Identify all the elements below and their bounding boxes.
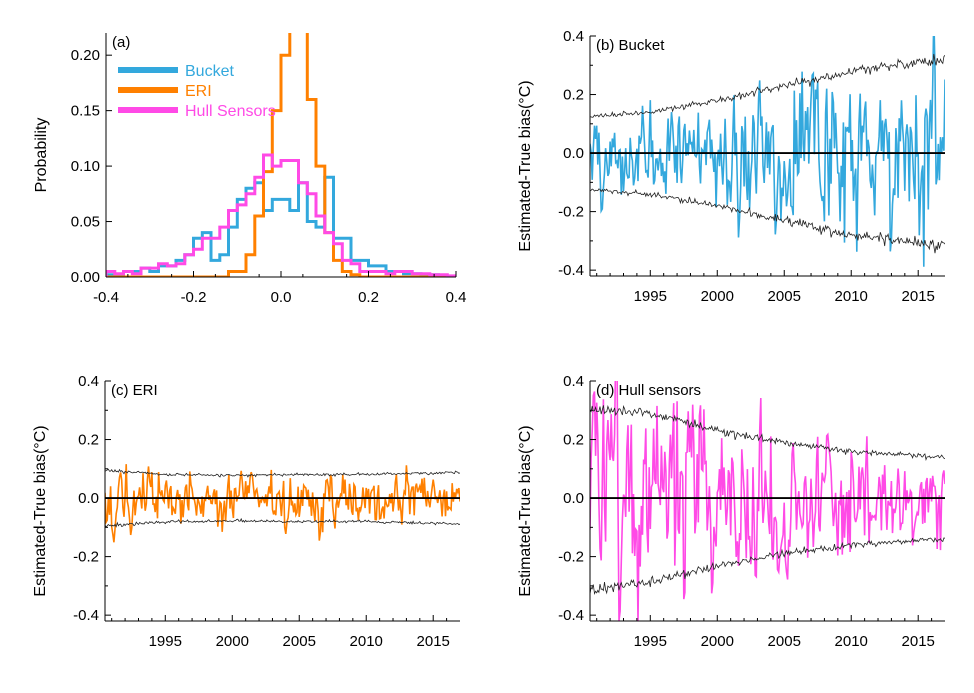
x-tick-label: 2005 [768,288,801,305]
x-tick-label: -0.4 [93,289,119,306]
panel-label: (b) Bucket [596,37,665,54]
y-tick-label: 0.0 [563,490,584,507]
panel-label: (d) Hull sensors [596,382,701,399]
histogram-bucket [106,175,456,277]
x-tick-label: 2000 [216,633,249,650]
histogram-eri [106,33,456,277]
x-tick-label: 0.2 [358,289,379,306]
y-tick-label: 0.2 [563,432,584,449]
x-tick-label: 2015 [417,633,450,650]
panel-label: (a) [112,34,130,51]
y-tick-label: 0.05 [71,214,100,231]
lower-bound-line [590,188,945,254]
y-axis-label: Probability [33,118,50,193]
y-tick-label: -0.4 [558,607,584,624]
y-tick-label: 0.00 [71,269,100,286]
y-tick-label: -0.2 [558,549,584,566]
y-axis-label: Estimated-True bias(°C) [32,425,49,596]
plot-area [590,36,945,267]
series-line [590,36,945,267]
x-tick-label: 2015 [902,633,935,650]
y-tick-label: -0.4 [73,607,99,624]
y-tick-label: 0.20 [71,47,100,64]
x-tick-label: 0.4 [446,289,467,306]
series-line [105,464,460,543]
y-tick-label: 0.2 [563,87,584,104]
y-axis-label: Estimated-True bias(°C) [517,80,534,251]
plot-area [105,464,460,543]
upper-bound-line [590,53,945,118]
x-tick-label: 0.0 [271,289,292,306]
panel-c-eri: 1995 2000 2005 2010 2015 -0.4 -0.2 0.0 0.2 0.4 (c)… [32,373,460,650]
y-tick-label: 0.4 [563,373,584,390]
panel-a-histogram: -0.4 -0.2 0.0 0.2 0.4 0.00 0.05 0.10 0.15 0.20 (a)… [33,33,467,306]
legend-label: Bucket [185,63,234,80]
panel-label: (c) ERI [111,382,158,399]
y-tick-label: 0.15 [71,103,100,120]
x-tick-label: 2015 [902,288,935,305]
y-tick-label: 0.0 [563,145,584,162]
panel-d-hull-sensors: 1995 2000 2005 2010 2015 -0.4 -0.2 0.0 0.2 0.4 (d)… [517,373,945,650]
y-tick-label: 0.4 [563,28,584,45]
x-tick-label: 2005 [283,633,316,650]
histogram-hull-sensors [106,153,456,277]
upper-bound-line [105,468,460,478]
x-tick-label: 2010 [835,288,868,305]
x-tick-label: -0.2 [181,289,207,306]
histogram-series-group [106,33,456,277]
y-tick-label: 0.10 [71,158,100,175]
y-tick-label: 0.2 [78,432,99,449]
y-tick-label: 0.0 [78,490,99,507]
x-tick-label: 1995 [634,288,667,305]
panel-b-bucket: 1995 2000 2005 2010 2015 -0.4 -0.2 0.0 0.2 0.4 (b)… [517,28,945,305]
plot-area [590,381,945,621]
y-tick-label: -0.2 [558,204,584,221]
y-axis-label: Estimated-True bias(°C) [517,425,534,596]
lower-bound-line [590,537,945,595]
y-tick-label: -0.2 [73,549,99,566]
series-line [590,381,945,621]
x-tick-label: 2000 [701,633,734,650]
x-tick-label: 2010 [835,633,868,650]
legend-label: Hull Sensors [185,103,276,120]
x-tick-label: 1995 [634,633,667,650]
legend-label: ERI [185,83,212,100]
lower-bound-line [105,517,460,528]
upper-bound-line [590,405,945,461]
y-tick-label: -0.4 [558,262,584,279]
y-tick-label: 0.4 [78,373,99,390]
x-tick-label: 2000 [701,288,734,305]
x-tick-label: 2005 [768,633,801,650]
x-tick-label: 1995 [149,633,182,650]
x-tick-label: 2010 [350,633,383,650]
